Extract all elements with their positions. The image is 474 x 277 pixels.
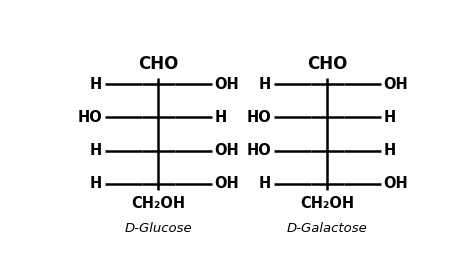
Text: H: H	[259, 77, 271, 92]
Text: OH: OH	[215, 143, 239, 158]
Text: H: H	[215, 110, 227, 125]
Text: H: H	[90, 77, 102, 92]
Text: H: H	[90, 143, 102, 158]
Text: HO: HO	[246, 110, 271, 125]
Text: HO: HO	[77, 110, 102, 125]
Text: CH₂OH: CH₂OH	[131, 196, 185, 211]
Text: H: H	[383, 143, 396, 158]
Text: OH: OH	[383, 176, 409, 191]
Text: H: H	[90, 176, 102, 191]
Text: CHO: CHO	[138, 55, 179, 73]
Text: OH: OH	[215, 176, 239, 191]
Text: OH: OH	[383, 77, 409, 92]
Text: D-Glucose: D-Glucose	[125, 222, 192, 235]
Text: D-Galactose: D-Galactose	[287, 222, 368, 235]
Text: HO: HO	[246, 143, 271, 158]
Text: OH: OH	[215, 77, 239, 92]
Text: H: H	[259, 176, 271, 191]
Text: CHO: CHO	[307, 55, 347, 73]
Text: CH₂OH: CH₂OH	[301, 196, 355, 211]
Text: H: H	[383, 110, 396, 125]
